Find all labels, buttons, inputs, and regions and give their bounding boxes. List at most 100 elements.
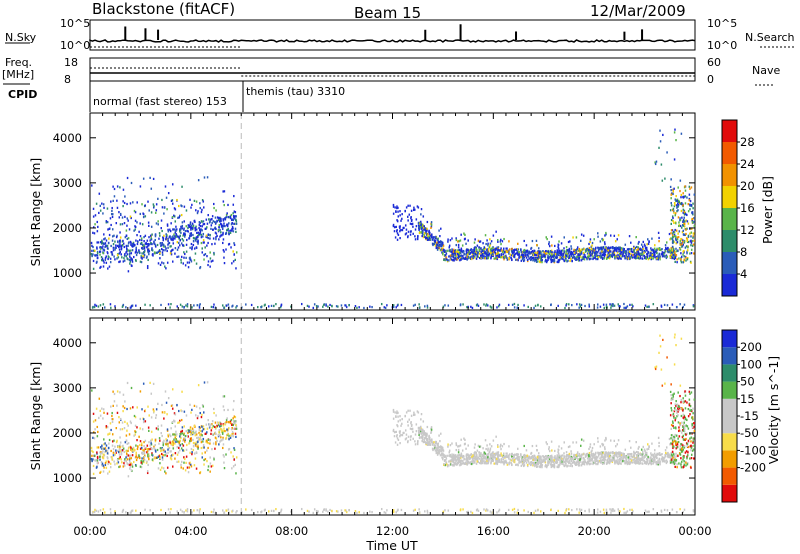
power-cell [676, 199, 678, 202]
power-cell [170, 237, 172, 241]
power-cell [179, 239, 181, 242]
power-cell [93, 306, 96, 309]
power-cell [544, 250, 547, 253]
velocity-cell [518, 458, 520, 461]
velocity-cell [105, 466, 108, 469]
velocity-cell [236, 509, 238, 513]
velocity-cell [95, 459, 98, 462]
power-cell [490, 247, 492, 250]
velocity-cell [212, 511, 215, 514]
power-cell [604, 234, 606, 237]
velocity-cell [471, 455, 473, 458]
power-cell [532, 251, 535, 254]
power-cell [505, 247, 507, 250]
velocity-cell [487, 447, 489, 450]
power-cell [480, 254, 482, 257]
velocity-cell [141, 408, 143, 411]
power-cell [563, 255, 566, 259]
velocity-cell [102, 417, 104, 420]
power-cell [119, 251, 121, 254]
cpid-segment-2: themis (tau) 3310 [246, 85, 345, 98]
power-cell [118, 252, 121, 255]
velocity-cell [185, 448, 188, 451]
velocity-cell [642, 445, 645, 448]
power-cell [546, 259, 548, 262]
power-cell [215, 227, 217, 231]
power-cell [452, 250, 455, 253]
power-cell [165, 267, 167, 270]
velocity-cell [235, 423, 237, 427]
power-cell [662, 254, 665, 258]
power-cell [627, 251, 629, 254]
power-cell [568, 254, 570, 257]
power-cell [405, 232, 408, 235]
power-cell [487, 254, 489, 257]
power-cell [692, 305, 695, 308]
velocity-cell [182, 444, 185, 447]
power-cell [131, 242, 134, 246]
y-tick-label: 1000 [53, 266, 82, 280]
power-cell [633, 249, 636, 252]
power-cell [420, 225, 423, 228]
velocity-cell [214, 431, 217, 434]
power-cell [595, 257, 597, 261]
velocity-cell [576, 508, 578, 511]
power-cell [671, 249, 674, 252]
power-cell [518, 256, 520, 259]
velocity-cell [135, 458, 138, 462]
power-cell [232, 214, 235, 218]
power-cell [656, 257, 658, 260]
power-cell [236, 304, 238, 308]
power-cell [171, 199, 174, 202]
velocity-cell [196, 445, 199, 448]
velocity-cell [142, 452, 144, 455]
velocity-cell [148, 455, 151, 458]
power-cell [652, 255, 655, 258]
velocity-cell [565, 455, 567, 458]
velocity-cell [500, 452, 502, 455]
power-ylabel: Slant Range [km] [28, 158, 43, 267]
velocity-cell [213, 508, 215, 511]
power-cell [418, 303, 420, 306]
power-cell [135, 259, 137, 262]
power-cell [616, 238, 619, 241]
power-cell [506, 250, 509, 254]
velocity-cell [215, 441, 217, 444]
power-cell [214, 216, 217, 219]
power-cell [151, 233, 153, 236]
power-cell [630, 247, 633, 251]
power-colorbar-tick: 8 [740, 245, 747, 259]
power-cell [107, 242, 110, 245]
velocity-cell [96, 425, 99, 429]
power-cell [693, 224, 696, 228]
power-cell [155, 203, 158, 206]
power-cell [671, 250, 673, 254]
power-cell [677, 200, 680, 203]
velocity-cell [187, 429, 190, 432]
velocity-cell [219, 440, 221, 443]
power-cell [689, 232, 691, 235]
velocity-cell [442, 510, 445, 513]
velocity-cell [98, 416, 100, 420]
power-cell [104, 242, 107, 245]
power-cell [423, 233, 425, 237]
velocity-cell [139, 443, 141, 447]
power-cell [658, 240, 660, 243]
velocity-cell [205, 423, 208, 426]
power-cell [419, 222, 422, 225]
freq-panel: Freq. [MHz] 18 8 60 0 Nave [2, 56, 780, 86]
velocity-cell [133, 460, 135, 464]
power-cell [231, 227, 233, 231]
power-cell [203, 258, 205, 261]
power-cell [563, 259, 565, 262]
power-cell [138, 249, 140, 252]
power-cell [565, 249, 568, 252]
power-cell [513, 306, 516, 309]
power-cell [689, 252, 691, 255]
velocity-cell [300, 507, 303, 511]
power-cell [457, 254, 460, 257]
velocity-cell [537, 460, 540, 464]
power-cell [643, 243, 646, 246]
power-cell [466, 255, 468, 259]
